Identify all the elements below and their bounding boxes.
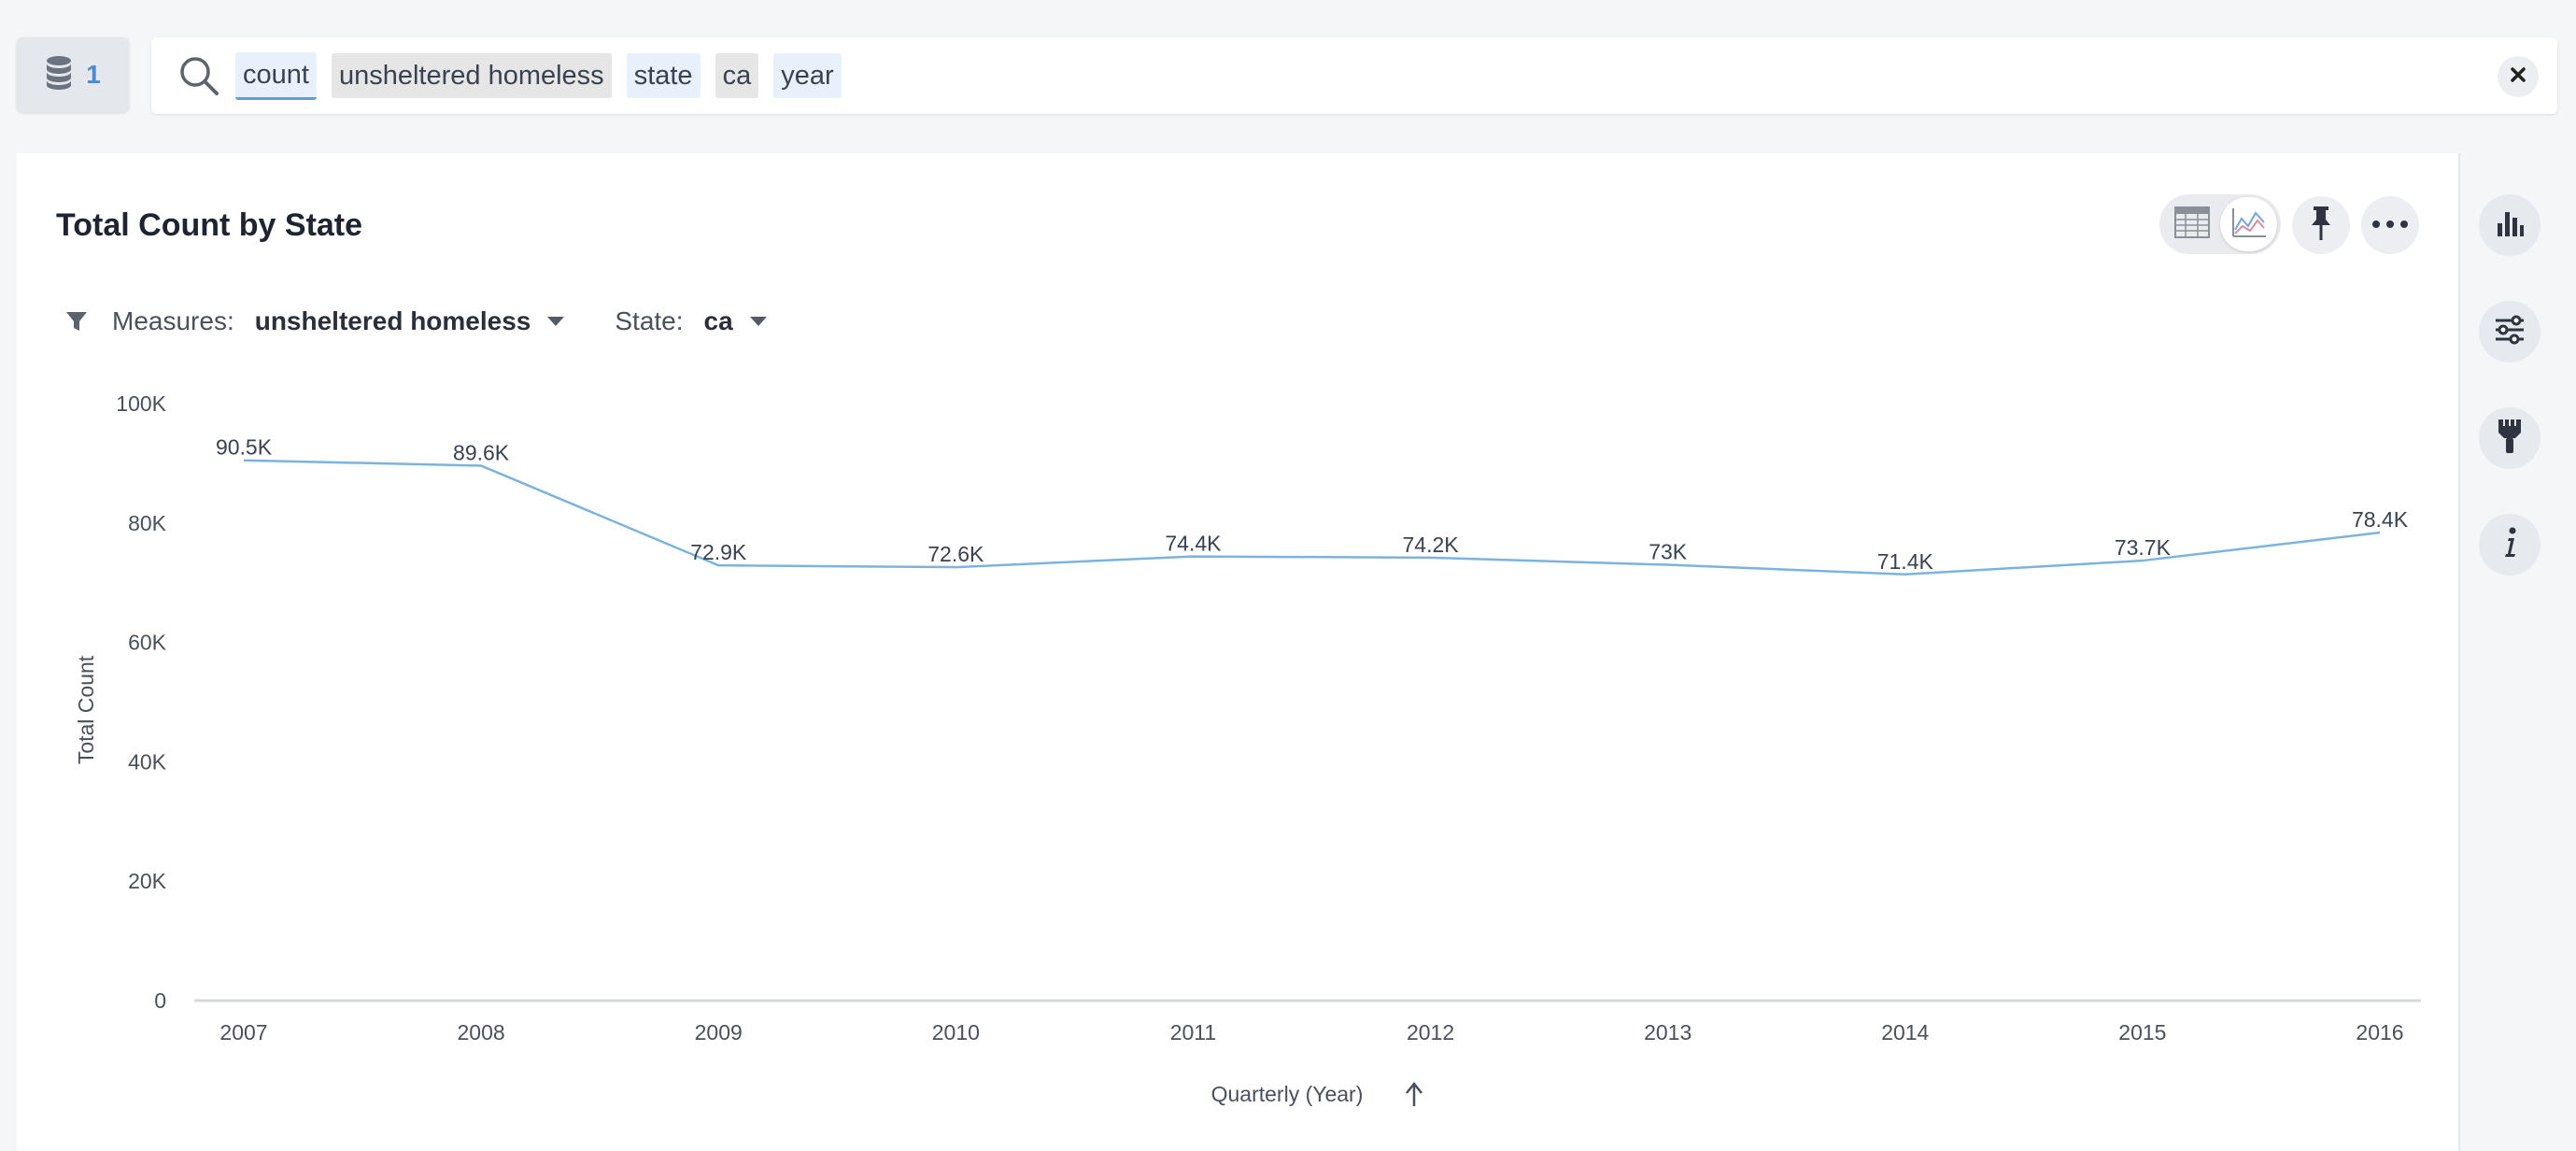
view-toggle[interactable] — [2159, 194, 2281, 254]
y-axis-title: Total Count — [74, 655, 98, 764]
series-line — [243, 459, 2381, 576]
state-filter-label: State: — [615, 306, 684, 335]
search-token-year[interactable]: year — [773, 53, 842, 98]
chart-title: Total Count by State — [56, 207, 363, 243]
y-tick-label: 20K — [128, 869, 167, 893]
more-button[interactable] — [2361, 196, 2419, 254]
x-tick-label: 2012 — [1407, 1020, 1454, 1044]
data-label: 90.5K — [216, 435, 273, 460]
pin-icon — [2309, 205, 2333, 247]
format-button[interactable] — [2479, 407, 2541, 469]
settings-sliders-icon — [2494, 315, 2526, 349]
bar-chart-icon — [2495, 208, 2525, 243]
table-view-button[interactable] — [2163, 197, 2220, 251]
chart-view-icon — [2230, 206, 2268, 244]
measures-filter-value: unsheltered homeless — [254, 306, 531, 335]
data-label: 74.4K — [1165, 532, 1222, 556]
x-tick-label: 2007 — [219, 1020, 267, 1044]
chart-type-button[interactable] — [2479, 194, 2541, 256]
state-filter[interactable]: State: ca — [615, 306, 816, 336]
chart-view-button[interactable] — [2220, 197, 2277, 251]
x-tick-label: 2014 — [1881, 1020, 1929, 1044]
data-label: 73.7K — [2115, 535, 2172, 560]
x-tick-label: 2015 — [2118, 1020, 2166, 1044]
configure-button[interactable] — [2479, 301, 2541, 362]
measures-filter-label: Measures: — [112, 306, 234, 335]
y-tick-label: 80K — [128, 511, 167, 535]
data-labels: 90.5K 89.6K 72.9K 72.6K 74.4K 74.2K 73K 71.4K 73… — [216, 435, 2409, 574]
chevron-down-icon — [749, 317, 767, 326]
y-tick-label: 60K — [128, 631, 167, 655]
search-icon — [177, 54, 220, 97]
y-tick-label: 100K — [116, 391, 166, 416]
sort-ascending-icon — [1406, 1081, 1422, 1106]
data-label: 72.6K — [927, 542, 984, 566]
close-icon — [2510, 66, 2526, 88]
data-label: 78.4K — [2352, 507, 2409, 532]
x-tick-label: 2009 — [695, 1020, 743, 1044]
answer-card: Total Count by State — [17, 153, 2458, 1151]
data-label: 73K — [1649, 540, 1688, 564]
x-tick-label: 2011 — [1170, 1020, 1216, 1044]
data-label: 89.6K — [453, 440, 510, 464]
search-token-measure[interactable]: unsheltered homeless — [331, 53, 612, 98]
x-tick-label: 2016 — [2356, 1020, 2403, 1044]
filter-icon — [65, 310, 88, 333]
data-source-button[interactable]: 1 — [17, 37, 129, 112]
x-tick-label: 2013 — [1644, 1020, 1691, 1044]
right-rail — [2458, 153, 2576, 1151]
more-icon — [2371, 217, 2409, 234]
data-label: 71.4K — [1877, 549, 1934, 574]
info-button[interactable] — [2479, 514, 2541, 576]
y-tick-label: 40K — [128, 749, 167, 774]
table-view-icon — [2173, 206, 2211, 244]
search-token-state[interactable]: state — [626, 53, 701, 98]
search-token-value[interactable]: ca — [715, 53, 759, 98]
search-bar[interactable]: count unsheltered homeless state ca year — [151, 37, 2557, 114]
data-label: 72.9K — [690, 540, 747, 564]
brush-icon — [2496, 418, 2524, 460]
y-tick-label: 0 — [154, 988, 166, 1013]
search-token-count[interactable]: count — [235, 51, 317, 100]
state-filter-value: ca — [703, 306, 733, 335]
x-tick-label: 2008 — [458, 1020, 505, 1044]
chevron-down-icon — [547, 317, 565, 326]
info-icon — [2500, 526, 2519, 564]
line-chart: 0 20K 40K 60K 80K 100K 90.5K 89.6K 72.9K 72.6K 74… — [74, 391, 2421, 1106]
pin-button[interactable] — [2292, 196, 2350, 254]
filter-row: Measures: unsheltered homeless State: ca — [65, 303, 817, 340]
x-axis-tick-labels: 2007 2008 2009 2010 2011 2012 2013 2014 2015 2016 — [219, 1020, 2403, 1044]
y-axis-tick-labels: 0 20K 40K 60K 80K 100K — [116, 391, 166, 1013]
x-tick-label: 2010 — [932, 1020, 980, 1044]
clear-search-button[interactable] — [2498, 56, 2539, 97]
x-axis-title: Quarterly (Year) — [1211, 1082, 1364, 1106]
measures-filter[interactable]: Measures: unsheltered homeless — [112, 306, 615, 336]
database-icon — [45, 54, 73, 96]
data-label: 74.2K — [1403, 533, 1460, 557]
data-source-count: 1 — [86, 60, 101, 89]
